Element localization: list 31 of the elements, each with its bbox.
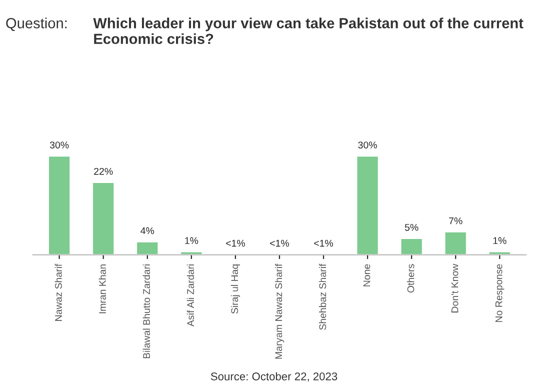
bar <box>48 155 72 255</box>
data-label: 22% <box>94 168 113 175</box>
text: Question: <box>6 18 67 31</box>
data-label: 30% <box>50 142 69 148</box>
bar <box>92 182 116 255</box>
x-tick-label: None <box>363 264 370 286</box>
bar <box>444 231 468 255</box>
x-tick-label: Don't Know <box>451 264 458 312</box>
data-label: <1% <box>270 240 289 247</box>
data-label: 4% <box>140 227 154 234</box>
bar <box>136 240 160 255</box>
data-label: <1% <box>314 240 334 247</box>
source-note: Source: October 22, 2023 <box>210 372 338 382</box>
data-label: 30% <box>358 142 377 148</box>
x-tick-label: Bilawal Bhutto Zardari <box>142 264 150 358</box>
data-label: 7% <box>449 217 462 224</box>
bar <box>400 238 424 255</box>
data-label: 1% <box>185 237 198 244</box>
bar <box>356 155 380 255</box>
data-label: 1% <box>493 237 506 244</box>
x-tick-label: Shehbaz Sharif <box>318 264 326 330</box>
x-tick-label: No Response <box>495 264 504 322</box>
x-tick-label: Others <box>407 264 414 293</box>
x-tick-label: Asif Ali Zardari <box>186 264 194 326</box>
x-tick-label: Maryam Nawaz Sharif <box>274 264 284 359</box>
x-tick-label: Imran Khan <box>98 264 106 314</box>
chart-title: Which leader in your view can take Pakistan out of the current Economic crisis? <box>93 18 524 44</box>
x-tick-label: Siraj ul Haq <box>230 264 240 314</box>
data-label: <1% <box>226 240 245 247</box>
x-tick-label: Nawaz Sharif <box>54 264 62 321</box>
data-label: 5% <box>404 224 418 231</box>
